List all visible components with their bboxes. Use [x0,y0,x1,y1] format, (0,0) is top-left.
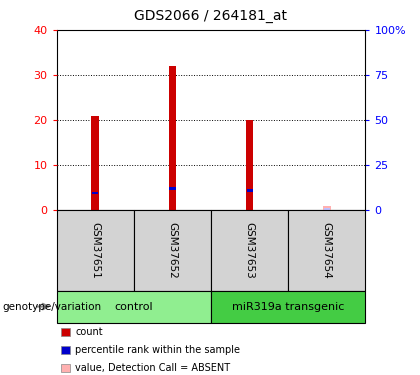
Text: GSM37654: GSM37654 [322,222,332,279]
Bar [169,187,176,190]
Text: genotype/variation: genotype/variation [2,302,101,312]
Text: count: count [75,327,103,337]
Text: GSM37651: GSM37651 [90,222,100,279]
Bar [324,208,330,210]
Bar [92,192,98,194]
Text: GSM37652: GSM37652 [168,222,178,279]
Bar [246,120,254,210]
Bar [323,206,331,210]
Bar [92,116,99,210]
Text: GSM37653: GSM37653 [244,222,255,279]
Bar [247,189,253,192]
Text: miR319a transgenic: miR319a transgenic [232,302,344,312]
Text: value, Detection Call = ABSENT: value, Detection Call = ABSENT [75,363,230,373]
Text: percentile rank within the sample: percentile rank within the sample [75,345,240,355]
Bar [168,66,176,210]
Text: control: control [115,302,153,312]
Text: GDS2066 / 264181_at: GDS2066 / 264181_at [134,9,286,23]
